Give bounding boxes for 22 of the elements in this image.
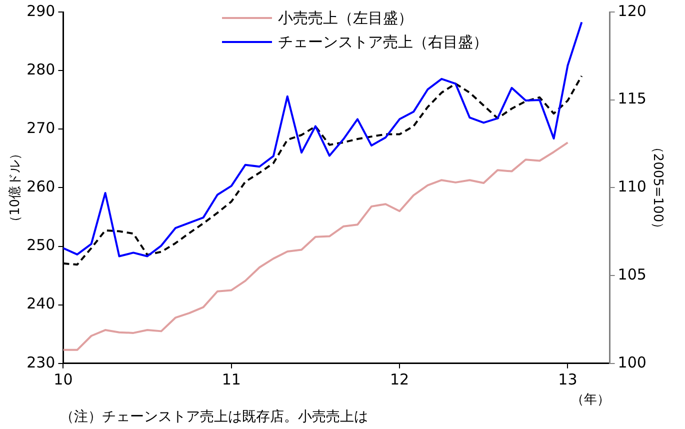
y-tick-label: 240 <box>26 294 56 313</box>
legend-label: 小売売上（左目盛） <box>278 8 413 28</box>
y2-tick-label: 110 <box>618 178 646 196</box>
x-tick-label: 12 <box>390 370 410 388</box>
y2-axis-title: （2005=100） <box>650 140 665 236</box>
x-tick-label: 11 <box>222 370 241 388</box>
y-tick-label: 280 <box>26 60 56 78</box>
x-tick-label: 10 <box>54 370 73 388</box>
text: （注）チェーンストア売上は既存店。小売売上は <box>60 408 368 426</box>
y-tick-label: 290 <box>26 2 56 20</box>
y-tick-label: 250 <box>26 236 56 254</box>
y2-tick-label: 120 <box>618 2 646 20</box>
y-tick-label: 230 <box>26 353 56 372</box>
y-axis-title: （10億ドル） <box>8 146 24 228</box>
legend-label: チェーンストア売上（右目盛） <box>278 32 488 52</box>
y-tick-label: 260 <box>26 178 56 196</box>
y-tick-label: 270 <box>26 119 56 138</box>
y2-tick-label: 100 <box>618 353 646 372</box>
y2-tick-label: 115 <box>618 90 646 108</box>
x-tick-label: 13 <box>558 370 578 388</box>
x-axis-title: （年） <box>570 392 610 408</box>
y2-tick-label: 105 <box>618 265 646 284</box>
